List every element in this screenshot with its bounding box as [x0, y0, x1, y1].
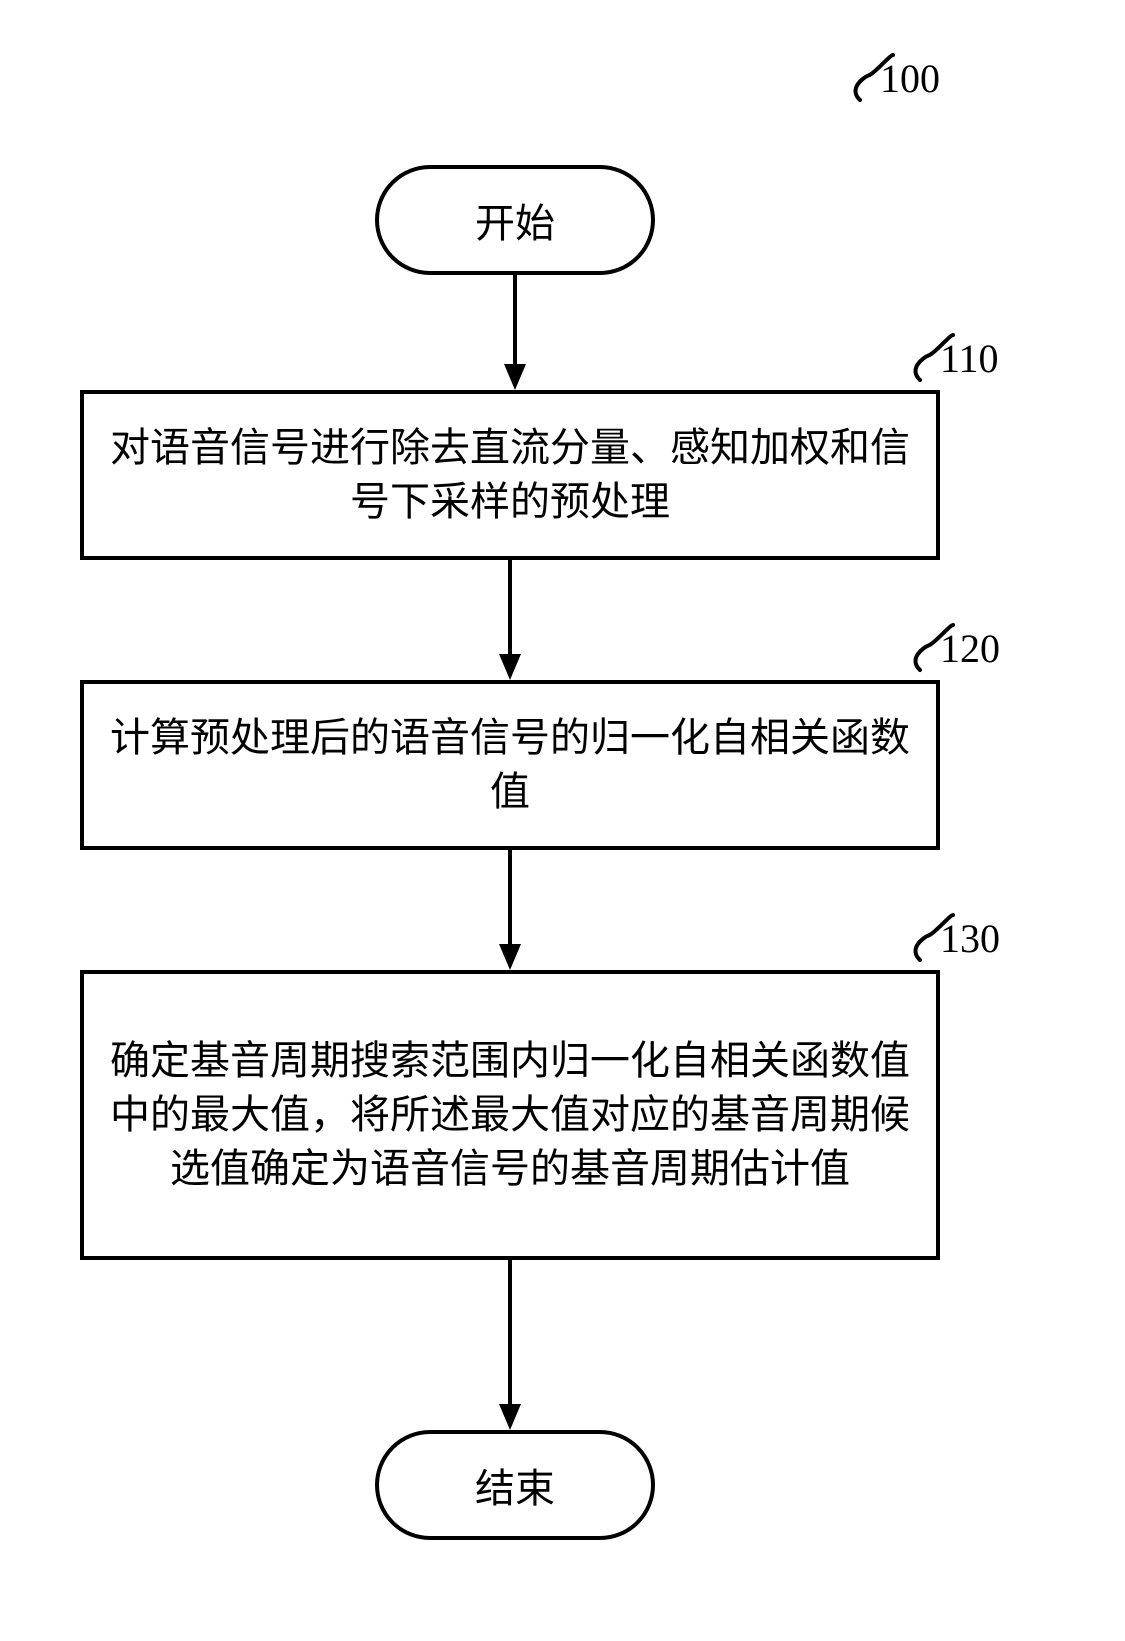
ref-label-110: 110: [940, 335, 999, 382]
process-120-text: 计算预处理后的语音信号的归一化自相关函数值: [104, 711, 916, 819]
end-text: 结束: [475, 1456, 555, 1514]
process-130-text: 确定基音周期搜索范围内归一化自相关函数值中的最大值，将所述最大值对应的基音周期候…: [104, 1034, 916, 1196]
start-text: 开始: [475, 191, 555, 249]
ref-label-100: 100: [880, 55, 940, 102]
ref-label-120: 120: [940, 625, 1000, 672]
process-110: 对语音信号进行除去直流分量、感知加权和信号下采样的预处理: [80, 390, 940, 560]
process-110-text: 对语音信号进行除去直流分量、感知加权和信号下采样的预处理: [104, 421, 916, 529]
start-terminator: 开始: [375, 165, 655, 275]
ref-label-130: 130: [940, 915, 1000, 962]
process-130: 确定基音周期搜索范围内归一化自相关函数值中的最大值，将所述最大值对应的基音周期候…: [80, 970, 940, 1260]
flowchart-canvas: 开始 对语音信号进行除去直流分量、感知加权和信号下采样的预处理 计算预处理后的语…: [0, 0, 1125, 1641]
process-120: 计算预处理后的语音信号的归一化自相关函数值: [80, 680, 940, 850]
end-terminator: 结束: [375, 1430, 655, 1540]
